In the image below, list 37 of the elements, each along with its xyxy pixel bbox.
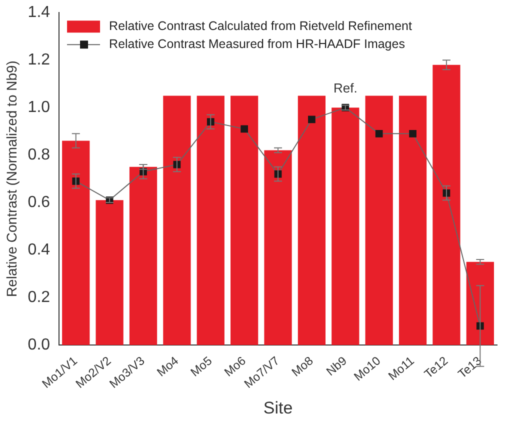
y-tick-label: 0.6 <box>28 194 50 211</box>
x-tick-label: Mo6 <box>222 353 249 380</box>
y-tick-label: 0.2 <box>28 288 50 306</box>
legend-label: Relative Contrast Measured from HR-HAADF Images <box>109 37 405 52</box>
legend-label: Relative Contrast Calculated from Rietveld Refinement <box>109 19 412 34</box>
x-tick-label: Mo5 <box>188 353 215 380</box>
bar <box>196 96 224 345</box>
bar <box>332 108 360 345</box>
point <box>375 130 383 138</box>
y-tick-label: 1.0 <box>28 98 50 116</box>
bar <box>96 200 124 345</box>
bar <box>466 262 494 345</box>
point <box>240 125 248 133</box>
annotation: Ref. <box>333 80 358 96</box>
bar <box>298 96 326 345</box>
bar <box>62 140 90 345</box>
y-tick-label: 0.0 <box>28 336 50 354</box>
x-tick-label: Te13 <box>455 353 484 382</box>
point <box>308 116 316 124</box>
y-tick-label: 1.4 <box>28 4 50 22</box>
bar <box>365 96 393 345</box>
point <box>409 130 416 138</box>
x-axis-title: Site <box>263 398 293 418</box>
bar <box>230 96 258 345</box>
bar <box>398 96 427 345</box>
y-tick-label: 0.4 <box>28 241 50 258</box>
y-tick-label: 1.2 <box>28 51 50 68</box>
bar <box>129 166 158 345</box>
x-tick-label: Mo4 <box>154 353 182 380</box>
y-tick-label: 0.8 <box>28 146 50 164</box>
bar <box>432 64 460 345</box>
x-tick-label: Nb9 <box>324 353 350 378</box>
y-axis-title: Relative Contrast (Normalized to Nb9) <box>3 60 20 298</box>
bar <box>163 96 191 345</box>
x-tick-label: Mo8 <box>288 353 316 380</box>
x-tick-label: Te12 <box>422 353 451 382</box>
bar <box>264 150 292 345</box>
